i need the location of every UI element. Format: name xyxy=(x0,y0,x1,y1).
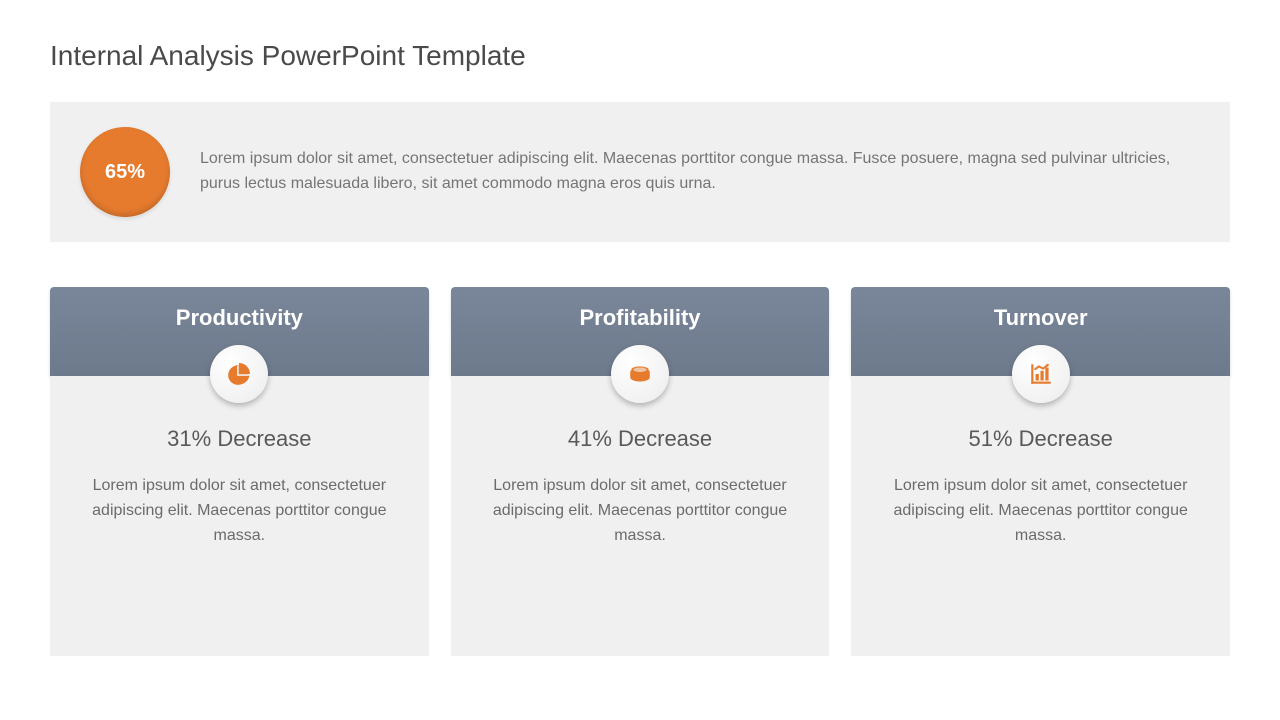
card-stat: 51% Decrease xyxy=(879,426,1202,452)
card-desc: Lorem ipsum dolor sit amet, consectetuer… xyxy=(78,474,401,548)
card-profitability: Profitability 41% Decrease Lorem ipsum d… xyxy=(451,287,830,656)
card-stat: 31% Decrease xyxy=(78,426,401,452)
coins-icon xyxy=(611,345,669,403)
percent-value: 65% xyxy=(105,161,145,184)
bar-chart-icon xyxy=(1012,345,1070,403)
summary-panel: 65% Lorem ipsum dolor sit amet, consecte… xyxy=(50,102,1230,242)
card-desc: Lorem ipsum dolor sit amet, consectetuer… xyxy=(479,474,802,548)
card-body: 31% Decrease Lorem ipsum dolor sit amet,… xyxy=(50,376,429,656)
summary-text: Lorem ipsum dolor sit amet, consectetuer… xyxy=(200,147,1200,197)
cards-row: Productivity 31% Decrease Lorem ipsum do… xyxy=(50,287,1230,656)
card-stat: 41% Decrease xyxy=(479,426,802,452)
card-desc: Lorem ipsum dolor sit amet, consectetuer… xyxy=(879,474,1202,548)
card-body: 41% Decrease Lorem ipsum dolor sit amet,… xyxy=(451,376,830,656)
card-turnover: Turnover 51% Decrease Lorem ipsum dolor … xyxy=(851,287,1230,656)
pie-chart-icon xyxy=(210,345,268,403)
page-title: Internal Analysis PowerPoint Template xyxy=(50,40,1230,72)
card-productivity: Productivity 31% Decrease Lorem ipsum do… xyxy=(50,287,429,656)
percent-circle: 65% xyxy=(80,127,170,217)
card-body: 51% Decrease Lorem ipsum dolor sit amet,… xyxy=(851,376,1230,656)
